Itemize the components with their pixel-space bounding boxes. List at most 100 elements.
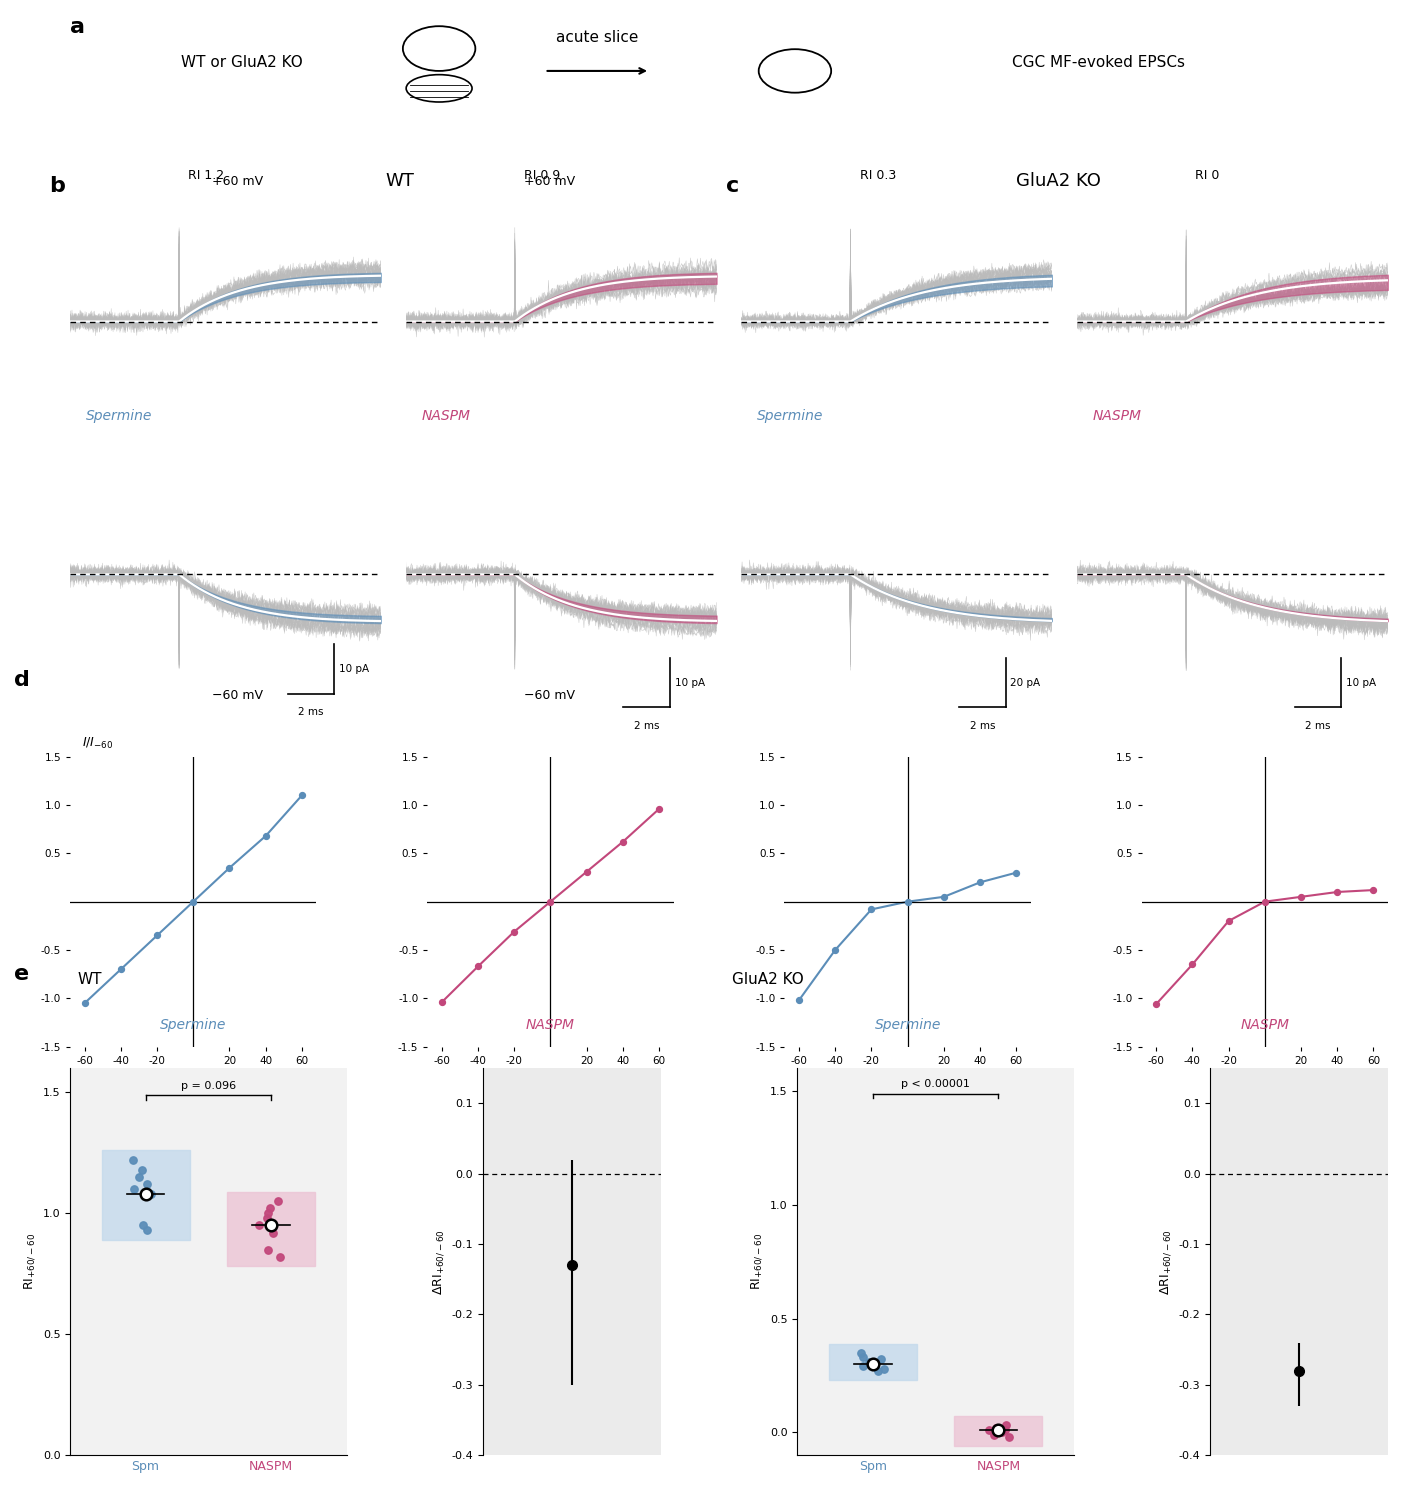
Point xyxy=(430,990,453,1014)
Text: a: a xyxy=(70,18,86,38)
Bar xyxy=(955,1416,1043,1446)
Text: WT or GluA2 KO: WT or GluA2 KO xyxy=(181,54,303,69)
Point xyxy=(262,1221,285,1245)
Text: 10 pA: 10 pA xyxy=(1346,678,1377,687)
Point xyxy=(1290,885,1312,909)
Point xyxy=(540,890,562,914)
Point xyxy=(1005,861,1028,885)
Y-axis label: $\Delta\mathrm{RI}_{+60/-60}$: $\Delta\mathrm{RI}_{+60/-60}$ xyxy=(1158,1228,1173,1294)
Point xyxy=(997,1425,1019,1449)
Text: d: d xyxy=(14,670,29,690)
Text: Spermine: Spermine xyxy=(757,410,823,423)
Point xyxy=(255,824,278,848)
Y-axis label: $\Delta\mathrm{RI}_{+60/-60}$: $\Delta\mathrm{RI}_{+60/-60}$ xyxy=(432,1228,446,1294)
Point xyxy=(869,1347,892,1371)
Point xyxy=(132,1158,154,1182)
Point xyxy=(873,1356,896,1380)
Text: RI 0.9: RI 0.9 xyxy=(524,170,561,182)
Text: acute slice: acute slice xyxy=(557,30,638,45)
Text: +60 mV: +60 mV xyxy=(524,176,575,188)
Point xyxy=(611,830,634,854)
Text: NASPM: NASPM xyxy=(1241,1019,1290,1032)
Point xyxy=(248,1214,271,1237)
Point xyxy=(128,1166,150,1190)
Text: 10 pA: 10 pA xyxy=(674,678,705,687)
Point xyxy=(979,1418,1001,1442)
Point xyxy=(182,890,205,914)
Point xyxy=(135,1182,157,1206)
Point xyxy=(146,924,168,948)
Point xyxy=(995,1413,1018,1437)
Point xyxy=(896,890,918,914)
Point xyxy=(266,1190,289,1214)
Point xyxy=(851,1346,873,1370)
Point xyxy=(994,1418,1016,1442)
Point xyxy=(868,1359,890,1383)
Y-axis label: $\mathrm{RI}_{+60/-60}$: $\mathrm{RI}_{+60/-60}$ xyxy=(750,1233,764,1290)
Point xyxy=(219,856,241,880)
Point xyxy=(1326,880,1349,904)
Point xyxy=(1253,890,1276,914)
Point xyxy=(969,870,991,894)
Point xyxy=(983,1422,1005,1446)
Point xyxy=(861,897,883,921)
Text: −60 mV: −60 mV xyxy=(212,688,262,702)
Point xyxy=(575,859,597,883)
Point xyxy=(932,885,955,909)
Text: p < 0.00001: p < 0.00001 xyxy=(901,1078,970,1089)
Text: −60 mV: −60 mV xyxy=(524,688,575,702)
Point xyxy=(257,1202,279,1225)
Text: WT: WT xyxy=(386,172,414,190)
Point xyxy=(648,796,670,820)
Point xyxy=(858,1350,880,1374)
Text: p = 0.096: p = 0.096 xyxy=(181,1080,236,1090)
Text: Spermine: Spermine xyxy=(86,410,151,423)
Point xyxy=(132,1214,154,1237)
Text: CGC MF-evoked EPSCs: CGC MF-evoked EPSCs xyxy=(1012,54,1185,69)
Text: $I/I_{-60}$: $I/I_{-60}$ xyxy=(83,736,114,752)
Point xyxy=(990,1420,1012,1444)
Point xyxy=(136,1218,158,1242)
Y-axis label: $\mathrm{RI}_{+60/-60}$: $\mathrm{RI}_{+60/-60}$ xyxy=(22,1233,38,1290)
Point xyxy=(987,1418,1009,1442)
Text: +60 mV: +60 mV xyxy=(212,176,262,188)
Text: RI 1.2: RI 1.2 xyxy=(188,170,224,182)
Text: b: b xyxy=(49,176,64,195)
Text: 2 ms: 2 ms xyxy=(1305,722,1330,730)
Text: 2 ms: 2 ms xyxy=(299,708,324,717)
Text: e: e xyxy=(14,964,29,984)
Text: RI 0: RI 0 xyxy=(1196,170,1220,182)
Point xyxy=(1145,992,1168,1016)
Point xyxy=(122,1148,144,1172)
Point xyxy=(788,988,810,1012)
Bar xyxy=(829,1344,917,1380)
Text: c: c xyxy=(726,176,739,195)
Point xyxy=(1217,909,1239,933)
Point xyxy=(824,938,847,962)
Point xyxy=(1180,952,1203,976)
Text: 20 pA: 20 pA xyxy=(1011,678,1040,687)
Text: 2 ms: 2 ms xyxy=(634,722,659,730)
Point xyxy=(73,992,95,1016)
Text: 2 ms: 2 ms xyxy=(970,722,995,730)
Point xyxy=(852,1354,875,1378)
Bar xyxy=(101,1150,189,1240)
Point xyxy=(259,1214,282,1237)
Point xyxy=(984,1416,1007,1440)
Point xyxy=(1363,878,1385,902)
Text: 10 pA: 10 pA xyxy=(339,663,369,674)
Bar xyxy=(227,1191,315,1266)
Point xyxy=(861,1352,883,1376)
Text: WT: WT xyxy=(77,972,101,987)
Point xyxy=(139,1182,161,1206)
Text: NASPM: NASPM xyxy=(526,1019,575,1032)
Point xyxy=(257,1238,279,1262)
Point xyxy=(269,1245,292,1269)
Text: NASPM: NASPM xyxy=(422,410,470,423)
Text: Spermine: Spermine xyxy=(875,1019,941,1032)
Point xyxy=(503,920,526,944)
Point xyxy=(109,957,132,981)
Point xyxy=(136,1173,158,1197)
Point xyxy=(258,1197,280,1221)
Point xyxy=(850,1341,872,1365)
